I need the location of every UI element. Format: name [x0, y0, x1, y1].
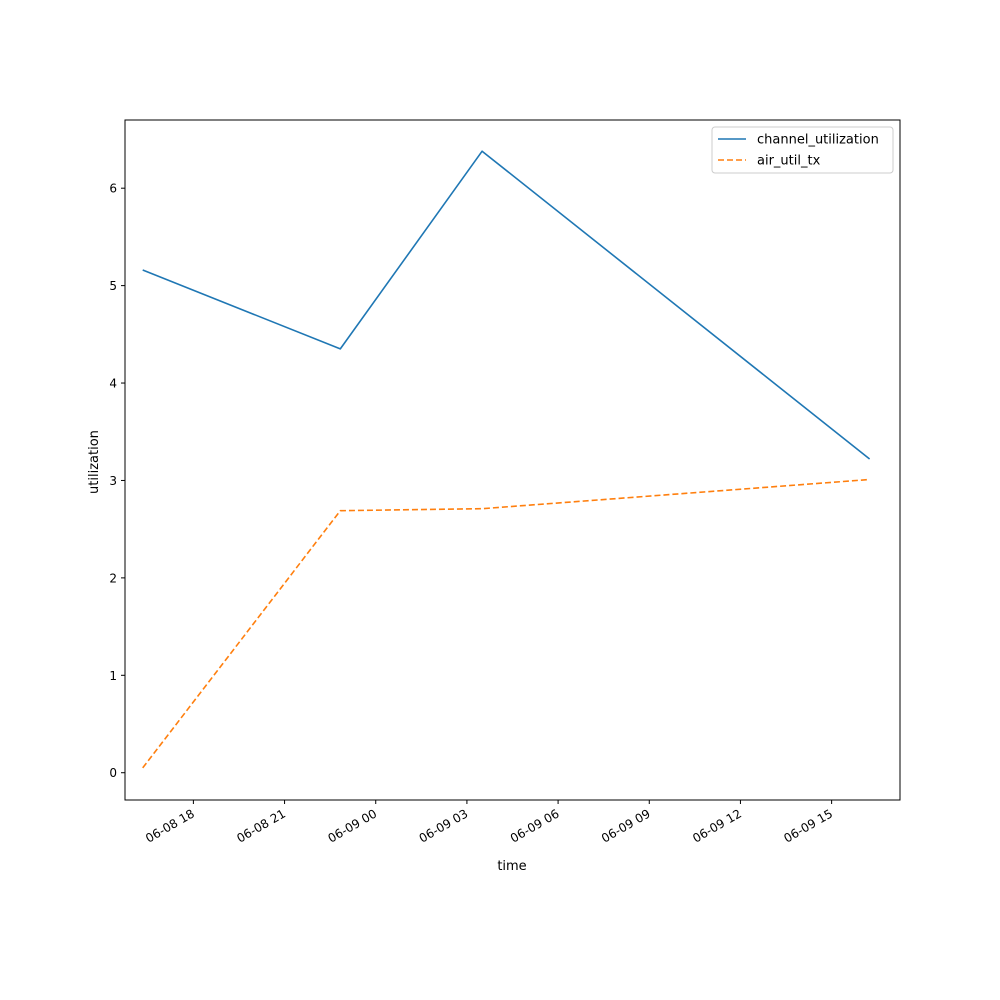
series-layer — [142, 150, 871, 769]
legend-label-2: air_util_tx — [757, 154, 821, 169]
series-line-2 — [142, 478, 870, 769]
y-axis: 0 1 2 3 4 5 6 — [109, 182, 125, 780]
y-tick-label: 1 — [109, 669, 117, 683]
y-axis-label: utilization — [87, 430, 102, 494]
x-axis-label: time — [497, 859, 526, 874]
series-line-1 — [142, 150, 871, 460]
y-tick-label: 6 — [109, 182, 117, 196]
legend-label-1: channel_utilization — [757, 133, 879, 148]
y-tick-label: 3 — [109, 474, 117, 488]
legend-box — [711, 126, 894, 174]
y-tick-label: 2 — [109, 571, 117, 585]
y-tick-label: 4 — [109, 377, 117, 391]
legend: channel_utilization air_util_tx — [711, 126, 894, 174]
plot-frame — [124, 119, 901, 801]
y-tick-label: 5 — [109, 279, 117, 293]
y-tick-label: 0 — [109, 766, 117, 780]
